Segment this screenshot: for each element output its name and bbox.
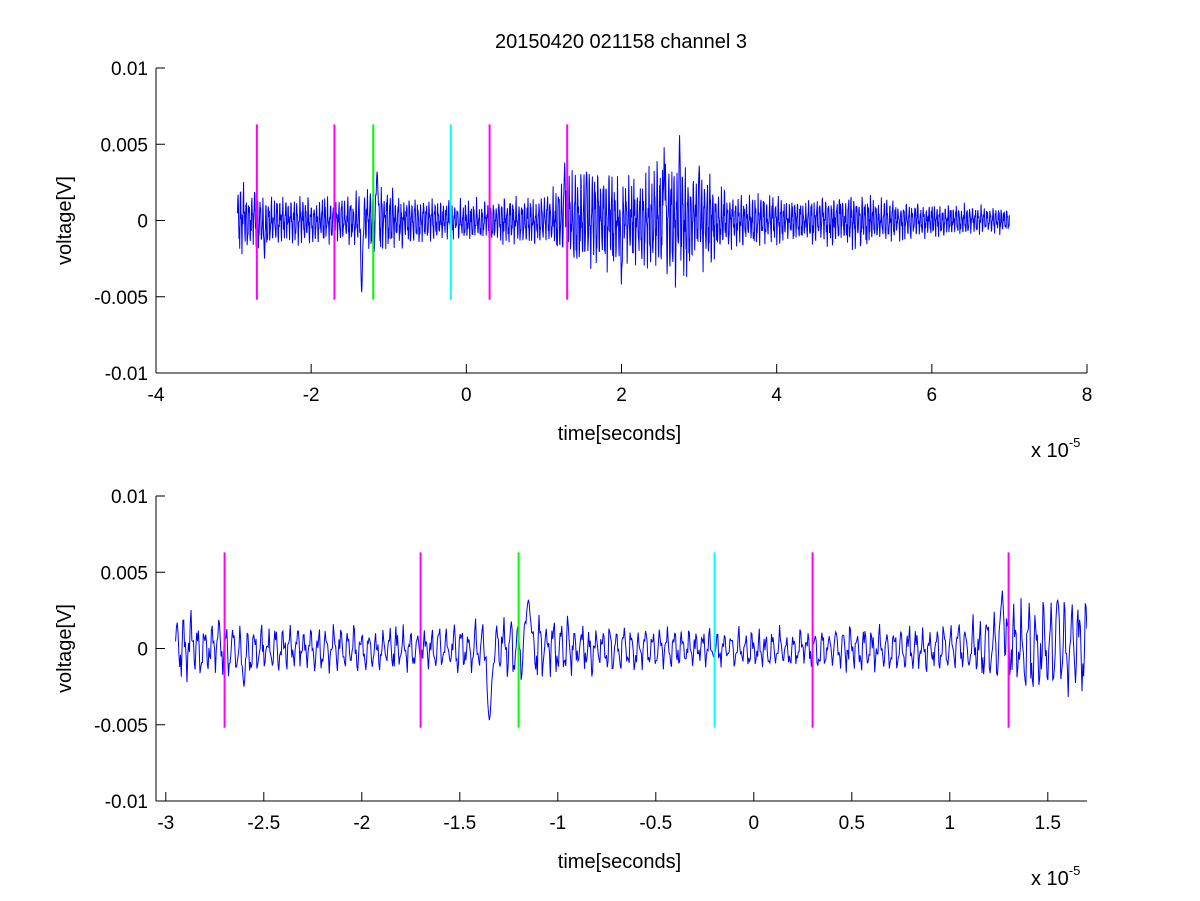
figure-title: 20150420 021158 channel 3 <box>495 31 747 53</box>
y-axis-label: voltage[V] <box>54 604 76 693</box>
y-tick-label: 0 <box>137 640 148 661</box>
x-axis-label: time[seconds] <box>558 423 681 445</box>
bottom-axes: -3 -2.5 -2 -1.5 -1 -0.5 0 0.5 1 1.5 -0.01 -0.005 0 0.… <box>54 487 1087 890</box>
x-tick-label: 8 <box>1082 385 1093 406</box>
y-tick-label: 0 <box>137 212 148 233</box>
x-tick-label: -2 <box>353 813 370 834</box>
x-multiplier-label: x 10-5 <box>1031 863 1080 890</box>
x-tick-label: -1 <box>549 813 566 834</box>
x-tick-label: 4 <box>771 385 782 406</box>
x-tick-label: 1 <box>945 813 956 834</box>
x-tick-label: -1.5 <box>443 813 476 834</box>
x-multiplier-label: x 10-5 <box>1031 435 1080 462</box>
x-tick-label: 1.5 <box>1035 813 1061 834</box>
y-tick-label: -0.01 <box>105 792 148 813</box>
x-axis-label: time[seconds] <box>558 851 681 873</box>
y-tick-label: 0.005 <box>100 563 148 584</box>
x-tick-label: -2 <box>303 385 320 406</box>
y-tick-label: 0.01 <box>111 487 148 508</box>
y-tick-label: -0.005 <box>94 288 148 309</box>
x-multiplier-exponent: -5 <box>1069 863 1081 878</box>
y-axis-label: voltage[V] <box>54 176 76 265</box>
x-tick-label: 0 <box>461 385 472 406</box>
y-tick-label: 0.005 <box>100 135 148 156</box>
x-multiplier-exponent: -5 <box>1069 435 1081 450</box>
x-tick-label: -4 <box>148 385 165 406</box>
signal-series-line <box>236 135 1010 293</box>
x-tick-label: -2.5 <box>247 813 280 834</box>
y-tick-label: -0.005 <box>94 716 148 737</box>
x-tick-label: 0.5 <box>839 813 865 834</box>
x-tick-label: 6 <box>927 385 938 406</box>
x-multiplier-base: x 10 <box>1031 868 1069 890</box>
x-tick-label: -0.5 <box>639 813 672 834</box>
x-tick-label: 2 <box>616 385 627 406</box>
x-tick-label: -3 <box>157 813 174 834</box>
top-axes: -4 -2 0 2 4 6 8 -0.01 -0.005 0 0.005 0.01 time[secon… <box>54 59 1092 462</box>
x-tick-label: 0 <box>749 813 760 834</box>
y-tick-label: 0.01 <box>111 59 148 80</box>
x-multiplier-base: x 10 <box>1031 440 1069 462</box>
y-tick-label: -0.01 <box>105 364 148 385</box>
signal-series-line <box>175 590 1087 721</box>
